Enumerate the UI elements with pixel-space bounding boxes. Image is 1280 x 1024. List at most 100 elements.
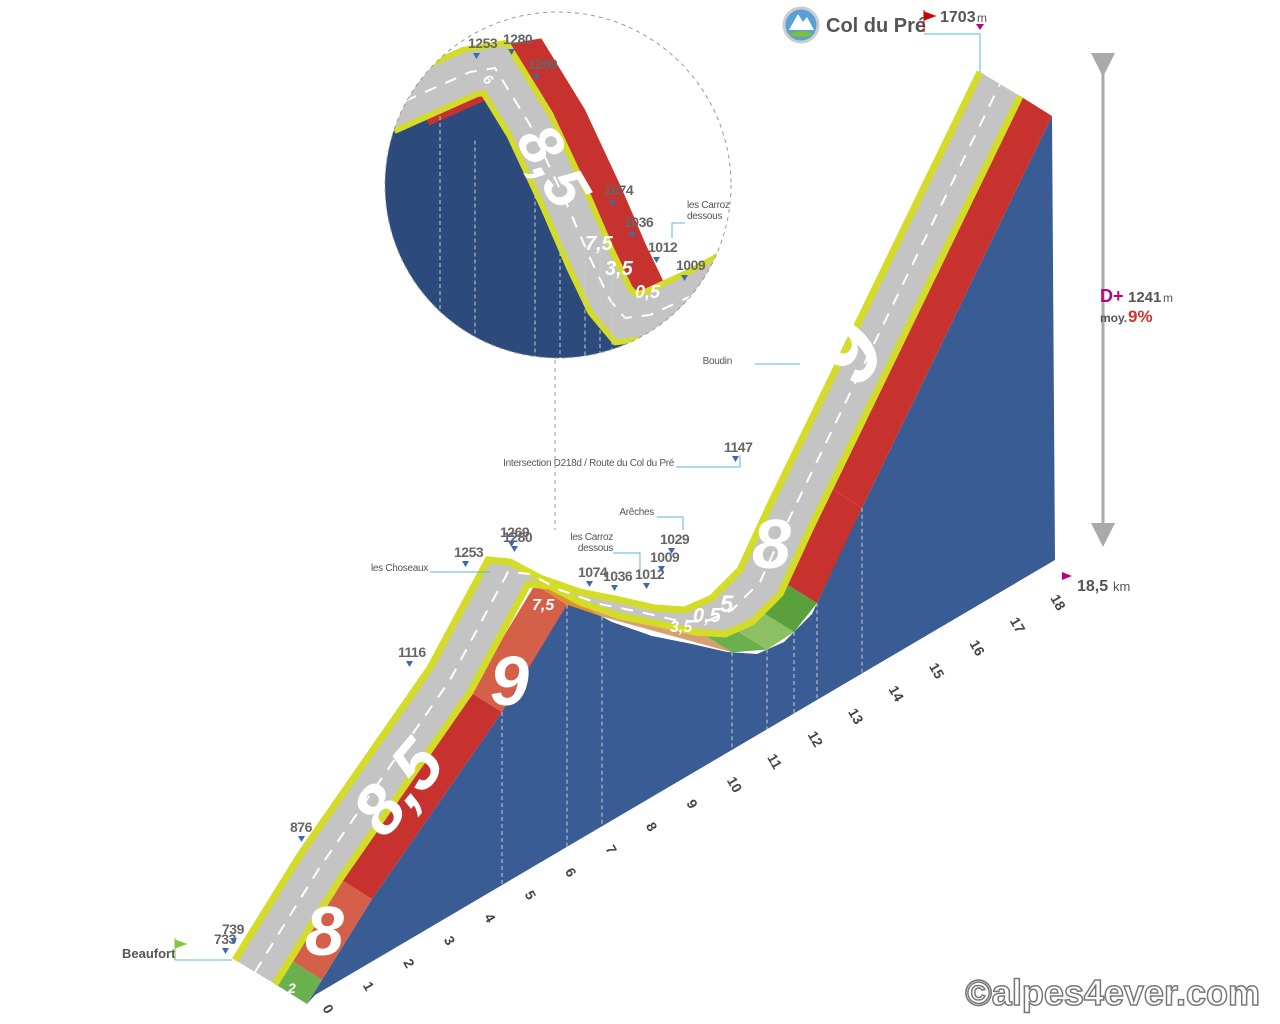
km-tick-label: 7: [603, 842, 621, 857]
summit-name: Col du Pré: [826, 15, 926, 37]
altitude-label: 1253: [454, 544, 484, 560]
road-edge: [232, 70, 984, 962]
start-flag: [174, 938, 188, 960]
zoom-altitude-label: 1012: [648, 239, 678, 255]
road-edge: [272, 94, 1024, 986]
zoom-altitude-marker: [629, 232, 636, 238]
altitude-marker: [511, 546, 518, 552]
altitude-label: 1012: [635, 566, 665, 582]
altitude-marker: [586, 581, 593, 587]
km-tick-label: 14: [886, 683, 908, 705]
zoom-altitude-marker: [609, 200, 616, 206]
zoom-circle: [384, 11, 732, 359]
gradient-band: [470, 584, 567, 712]
km-tick-label: 15: [926, 660, 948, 682]
distance-value: 18,5: [1077, 578, 1108, 595]
altitude-marker: [406, 661, 413, 667]
km-tick-label: 10: [724, 774, 746, 796]
zoom-altitude-label: 1074: [604, 182, 634, 198]
gradient-label: 8: [752, 505, 791, 583]
zoom-place-leader: [671, 222, 685, 238]
km-tick-label: 18: [1047, 592, 1069, 614]
zoom-altitude-marker: [681, 275, 688, 281]
km-tick-label: 9: [683, 797, 701, 812]
zoom-altitude-label: 1269: [528, 56, 558, 72]
gradient-band: [290, 879, 372, 980]
km-tick-label: 11: [764, 751, 785, 772]
altitude-marker: [668, 548, 675, 554]
altitude-label: 1009: [650, 549, 680, 565]
zoom-altitude-label: 1253: [468, 35, 498, 51]
km-tick-label: 12: [805, 728, 827, 750]
zoom-altitude-label: 1036: [624, 214, 654, 230]
altitude-marker: [222, 948, 229, 954]
km-tick-label: 4: [481, 910, 499, 925]
place-leader: [613, 552, 641, 570]
altitude-marker: [508, 541, 515, 547]
zoom-altitude-label: 1280: [503, 31, 533, 47]
km-tick-label: 17: [1007, 614, 1029, 636]
km-tick-label: 3: [441, 933, 459, 948]
gradient-label: 8: [305, 892, 344, 970]
place-label: les Carroz: [570, 532, 613, 543]
gain-label: D+: [1100, 286, 1124, 306]
zoom-altitude-marker: [473, 53, 480, 59]
zoom: 1253 12801269107410361012100968,57,53,50,…: [384, 11, 732, 359]
distance-unit: km: [1113, 579, 1130, 594]
altitude-label: 733: [214, 931, 237, 947]
average-label: moy.: [1100, 311, 1127, 325]
altitude-label: 876: [290, 819, 313, 835]
altitude-marker: [611, 585, 618, 591]
altitude-label: 739: [222, 921, 245, 937]
zoom-place-label: les Carroz: [687, 200, 730, 211]
gradient-band: [340, 692, 502, 899]
altitude-marker: [298, 836, 305, 842]
km-tick-label: 16: [967, 637, 989, 659]
gradient-label: 9: [490, 642, 529, 720]
place-label: Arêches: [619, 507, 654, 518]
zoom-place-label: dessous: [687, 211, 722, 222]
gradient-label: 3,5: [670, 619, 693, 636]
place-leader: [676, 455, 741, 468]
gradient-label: 7,5: [532, 597, 555, 614]
km-tick-label: 6: [562, 865, 580, 880]
altitude-marker: [643, 583, 650, 589]
altitude-marker: [658, 566, 665, 572]
altitude-label: 1036: [603, 568, 633, 584]
zoom-altitude-label: 1009: [676, 257, 706, 273]
place-label: dessous: [578, 543, 613, 554]
km-tick-label: 0: [319, 1002, 337, 1017]
zoom-gradient-label: 7,5: [585, 233, 614, 255]
gradient-band: [785, 487, 862, 604]
summit-altitude: 1703: [940, 9, 976, 26]
altitude-marker: [732, 456, 739, 462]
summit-icon-mountain: [789, 14, 814, 30]
zoom-clip: [385, 38, 731, 358]
km-tick-label: 1: [360, 979, 378, 994]
place-leader: [657, 516, 684, 530]
zoom-altitude-marker: [653, 257, 660, 263]
km-tick-label: 8: [643, 819, 661, 834]
zoom-road-center: [385, 66, 731, 320]
altitude-label: 1147: [724, 439, 753, 455]
road: [235, 72, 1020, 984]
gradient-label: 0,5: [693, 605, 722, 627]
gain-value: 1241: [1128, 289, 1161, 306]
zoom-altitude-marker: [533, 74, 540, 80]
distance-marker: [1062, 572, 1072, 580]
altitude-marker: [462, 561, 469, 567]
average-value: 9%: [1128, 307, 1153, 326]
gradient-label: 2: [287, 980, 296, 996]
summit-flag: [923, 10, 937, 32]
altitude-label: 1269: [500, 524, 530, 540]
summit-unit: m: [977, 11, 987, 25]
altitude-label: 1074: [578, 564, 608, 580]
place-label: Boudin: [703, 356, 732, 367]
altitude-label: 1116: [398, 644, 426, 660]
altitude-marker: [230, 938, 237, 944]
place-label: les Choseaux: [371, 563, 428, 574]
side-face: [307, 116, 1055, 1004]
km-tick-label: 13: [845, 705, 867, 727]
summit-icon-grass: [790, 31, 812, 37]
